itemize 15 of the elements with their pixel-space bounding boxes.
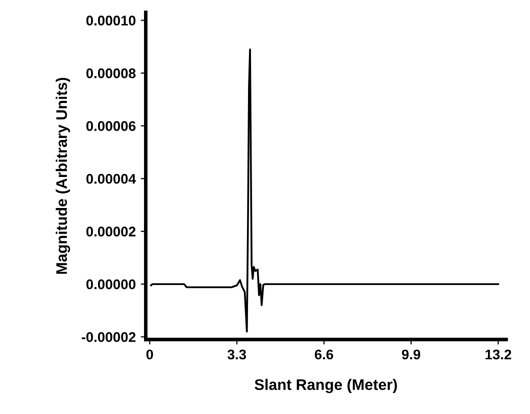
y-tick-label: 0.00000	[86, 279, 136, 290]
y-tick-label: 0.00008	[86, 68, 136, 78]
x-tick-label: 9.9	[402, 350, 420, 360]
x-tick-label: 6.6	[314, 350, 334, 360]
x-tick-label: 0	[146, 350, 154, 360]
y-tick-label: 0.00006	[86, 121, 136, 132]
x-tick-label: 13.2	[486, 350, 512, 360]
y-axis-title: Magnitude (Arbitrary Units)	[56, 78, 70, 274]
y-tick-label: 0.00004	[86, 174, 136, 184]
y-tick-label: 0.00010	[86, 16, 136, 26]
x-tick-label: 3.3	[228, 350, 246, 360]
y-tick-label: -0.00002	[82, 332, 136, 342]
x-axis-title: Slant Range (Meter)	[254, 378, 397, 394]
line-series	[150, 48, 500, 332]
y-tick-label: 0.00002	[86, 226, 136, 237]
